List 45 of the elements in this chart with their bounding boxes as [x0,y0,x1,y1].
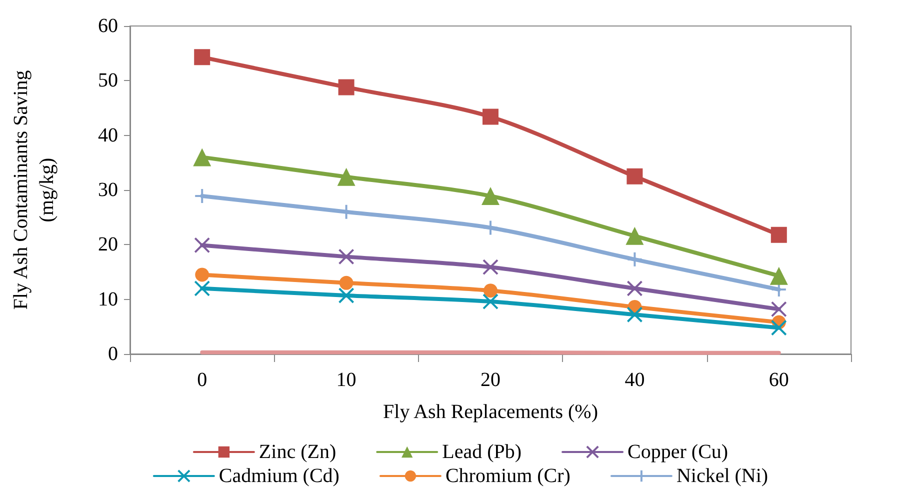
x-tick-label: 10 [336,369,356,391]
y-tick-label: 40 [98,124,118,146]
x-tick-label: 20 [480,369,500,391]
point [194,237,210,254]
x-tick-label: 60 [768,369,789,391]
point [338,248,354,265]
y-tick-label: 20 [98,234,118,256]
y-tick-label: 30 [98,179,118,201]
point [626,168,643,184]
point [626,226,644,245]
x-tick-label: 40 [624,369,645,391]
point [338,288,354,304]
point [482,294,498,310]
point [193,148,212,166]
point [338,79,354,96]
point [195,268,210,282]
point [339,276,354,290]
y-tick-label: 60 [98,15,118,37]
point [484,284,498,298]
point [770,320,787,336]
y-tick-label: 10 [98,288,118,310]
y-axis-title: Fly Ash Contaminants Saving (mg/kg) [10,70,58,310]
legend-label: Cadmium (Cd) [218,465,340,487]
legend-label: Zinc (Zn) [258,441,336,463]
point [482,108,498,125]
point [482,259,498,276]
point [770,301,787,318]
point [194,280,210,296]
legend-label: Copper (Cu) [628,441,728,463]
legend-label: Nickel (Ni) [676,465,768,487]
point [770,266,788,285]
point [194,49,210,66]
legend-label: Lead (Pb) [442,441,522,463]
point [626,306,643,323]
point [770,226,787,243]
point [482,220,498,236]
point [626,251,643,268]
point [626,280,643,296]
y-tick-label: 0 [108,343,118,365]
point [482,187,500,206]
x-axis-title: Fly Ash Replacements (%) [383,401,598,423]
point [337,168,356,186]
legend-label: Chromium (Cr) [445,465,570,487]
y-tick-label: 50 [98,70,118,92]
x-tick-label: 0 [197,369,208,391]
